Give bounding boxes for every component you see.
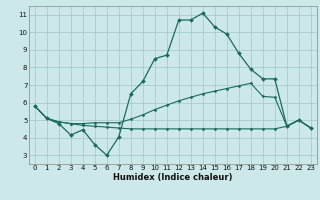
X-axis label: Humidex (Indice chaleur): Humidex (Indice chaleur) bbox=[113, 173, 233, 182]
